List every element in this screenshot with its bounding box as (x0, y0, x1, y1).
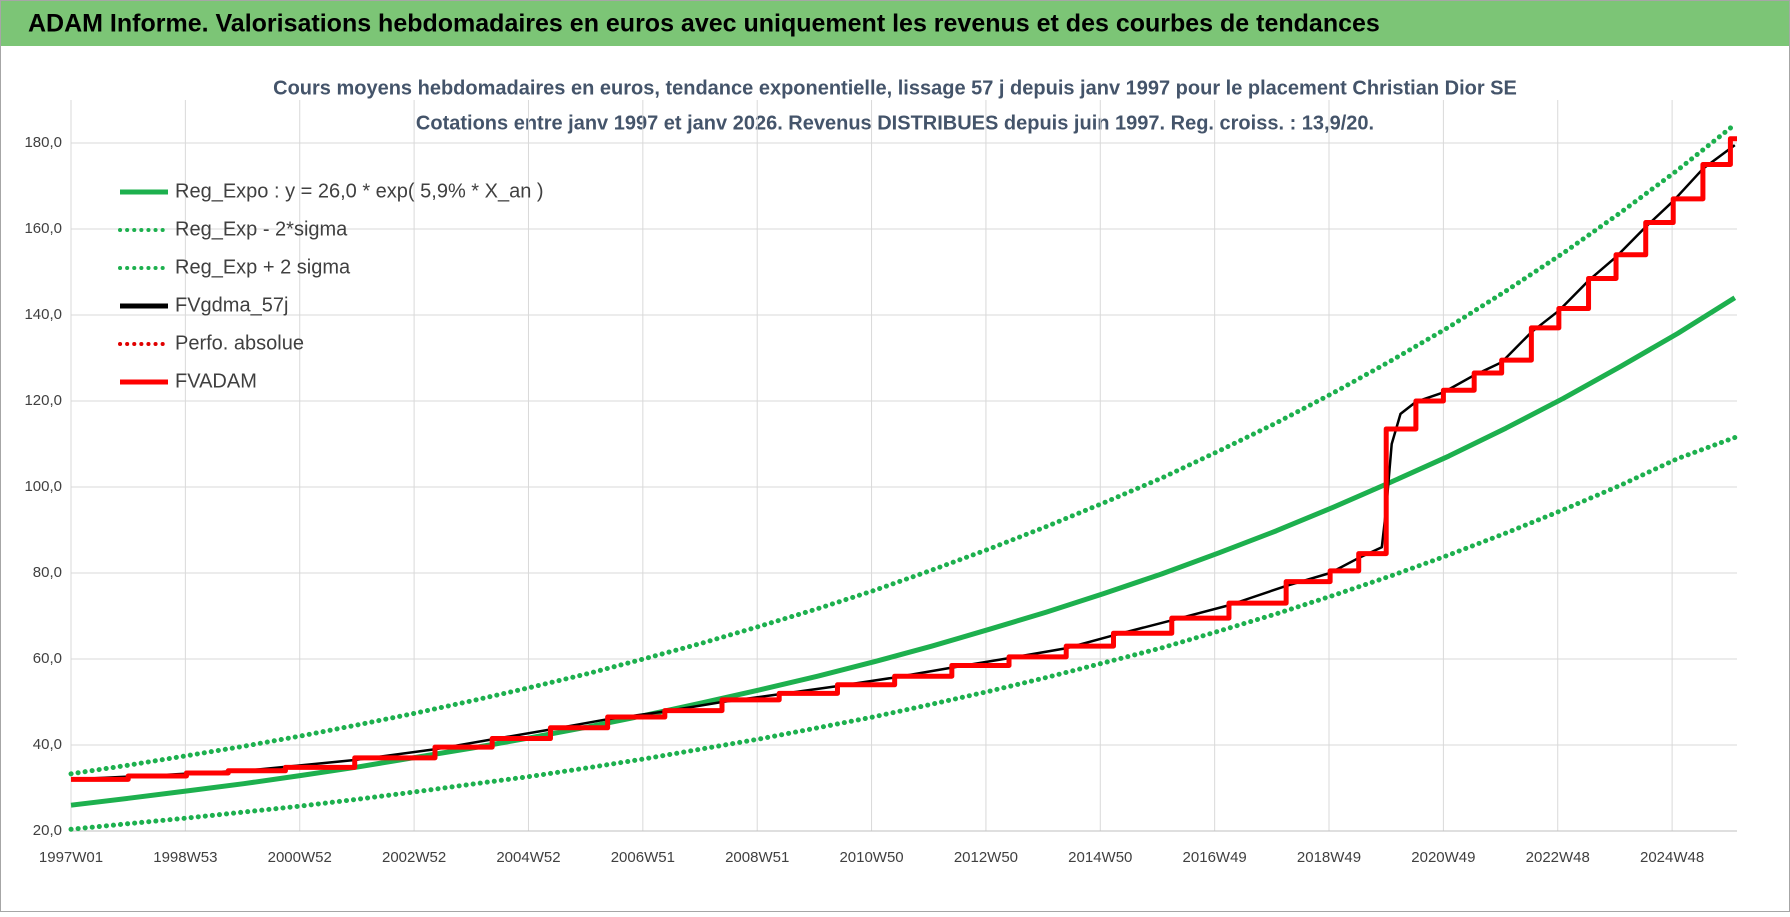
y-tick-label: 20,0 (33, 822, 62, 839)
x-tick-label: 2006W51 (611, 849, 675, 866)
legend-label: Reg_Exp - 2*sigma (175, 218, 348, 240)
chart-title: Cours moyens hebdomadaires en euros, ten… (273, 77, 1517, 99)
y-tick-label: 140,0 (24, 306, 62, 323)
legend: Reg_Expo : y = 26,0 * exp( 5,9% * X_an )… (118, 180, 544, 392)
x-tick-label: 2004W52 (496, 849, 560, 866)
x-tick-label: 2018W49 (1297, 849, 1361, 866)
grid: 20,0 40,0 60,0 80,0 100,0 120,0 140,0 160,0 180,… (24, 100, 1737, 866)
chart-subtitle: Cotations entre janv 1997 et janv 2026. … (416, 112, 1374, 134)
plot (68, 122, 1738, 832)
series-line (68, 122, 1738, 777)
legend-label: Perfo. absolue (175, 332, 304, 354)
x-tick-label: 2012W50 (954, 849, 1018, 866)
y-tick-label: 120,0 (24, 392, 62, 409)
x-tick-label: 2020W49 (1411, 849, 1475, 866)
x-tick-label: 2002W52 (382, 849, 446, 866)
x-tick-label: 2008W51 (725, 849, 789, 866)
x-tick-label: 2022W48 (1526, 849, 1590, 866)
legend-label: FVADAM (175, 370, 257, 392)
x-tick-label: 2024W48 (1640, 849, 1704, 866)
x-tick-label: 2010W50 (839, 849, 903, 866)
series-line (71, 136, 1737, 782)
y-tick-label: 160,0 (24, 220, 62, 237)
legend-label: Reg_Exp + 2 sigma (175, 256, 351, 278)
x-tick-label: 2000W52 (268, 849, 332, 866)
x-tick-label: 1998W53 (153, 849, 217, 866)
x-tick-label: 2016W49 (1183, 849, 1247, 866)
header-bar (1, 1, 1789, 46)
series-line (68, 435, 1738, 832)
legend-label: Reg_Expo : y = 26,0 * exp( 5,9% * X_an ) (175, 180, 544, 202)
legend-label: FVgdma_57j (175, 294, 288, 316)
y-tick-label: 100,0 (24, 478, 62, 495)
y-tick-label: 40,0 (33, 736, 62, 753)
x-tick-label: 1997W01 (39, 849, 103, 866)
y-tick-label: 60,0 (33, 650, 62, 667)
y-tick-label: 180,0 (24, 134, 62, 151)
x-tick-label: 2014W50 (1068, 849, 1132, 866)
header-title: ADAM Informe. Valorisations hebdomadaire… (28, 10, 1380, 38)
y-tick-label: 80,0 (33, 564, 62, 581)
